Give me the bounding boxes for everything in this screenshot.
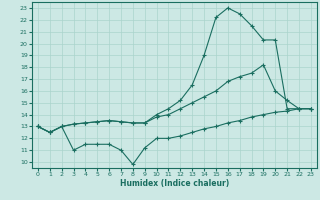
- X-axis label: Humidex (Indice chaleur): Humidex (Indice chaleur): [120, 179, 229, 188]
